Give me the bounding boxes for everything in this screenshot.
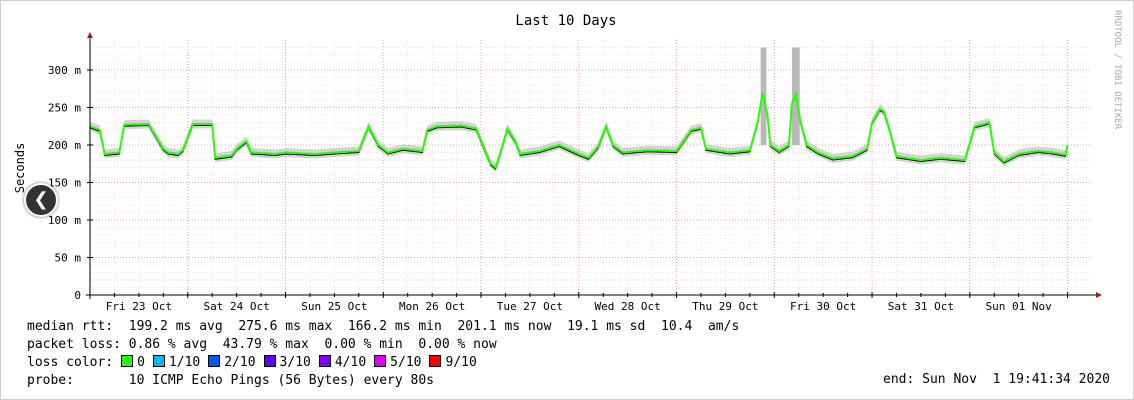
end-timestamp: end: Sun Nov 1 19:41:34 2020 <box>883 372 1110 387</box>
y-tick-label: 50 m <box>55 252 82 265</box>
y-tick-label: 150 m <box>48 177 81 190</box>
loss-color-label: 4/10 <box>334 355 367 370</box>
chart-title: Last 10 Days <box>515 13 616 29</box>
x-tick-labels: Fri 23 Oct Sat 24 Oct Sun 25 Oct Mon 26 Oct… <box>106 300 1052 313</box>
y-tick-labels: 0 50 m 100 m 150 m 200 m 250 m 300 m <box>48 64 81 302</box>
loss-max: 43.79 % max <box>222 337 309 352</box>
side-credit: RRDTOOL / TOBI OETIKER <box>1112 10 1122 130</box>
loss-color-label: 1/10 <box>168 355 201 370</box>
loss-color-swatch <box>429 355 442 367</box>
rtt-ams-unit: am/s <box>707 319 740 334</box>
x-tick-label: Fri 30 Oct <box>790 300 856 313</box>
loss-color-label: 2/10 <box>224 355 256 370</box>
x-tick-label: Sun 25 Oct <box>301 300 367 313</box>
loss-color-label: 0 <box>137 355 145 370</box>
y-axis-label: Seconds <box>13 143 27 194</box>
rtt-sd: 19.1 ms sd <box>567 319 646 334</box>
legend-loss-row: packet loss: 0.86 % avg 43.79 % max 0.00… <box>27 336 497 353</box>
legend-loss-colors-row: loss color: 0 1/10 2/10 3/10 4/10 5/10 9/10 <box>27 354 477 371</box>
loss-color-swatch <box>208 355 221 367</box>
loss-color-swatch <box>263 355 276 367</box>
x-tick-label: Sat 31 Oct <box>888 300 954 313</box>
rtt-avg: 199.2 ms avg <box>128 319 223 334</box>
rtt-ams-value: 10.4 <box>661 319 693 334</box>
rtt-chart: Last 10 Days Seconds RRDTOOL / TOBI OETI… <box>13 10 1122 313</box>
loss-color-label: 5/10 <box>390 355 422 370</box>
x-tick-label: Mon 26 Oct <box>399 300 465 313</box>
y-tick-label: 0 <box>74 289 81 302</box>
x-tick-label: Wed 28 Oct <box>595 300 661 313</box>
rtt-now: 201.1 ms now <box>457 319 552 334</box>
back-arrow-button[interactable]: ❮ <box>24 183 58 217</box>
x-tick-label: Sun 01 Nov <box>986 300 1053 313</box>
legend-probe-label: probe: <box>27 373 74 388</box>
rtt-min: 166.2 ms min <box>347 319 442 334</box>
y-tick-label: 250 m <box>48 102 81 115</box>
legend-loss-label: packet loss: <box>27 337 121 352</box>
loss-color-swatches: 0 1/10 2/10 3/10 4/10 5/10 9/10 <box>113 355 477 370</box>
series-lines <box>89 90 1069 170</box>
loss-color-label: 3/10 <box>279 355 311 370</box>
loss-min: 0.00 % min <box>324 337 403 352</box>
loss-color-swatch <box>121 355 134 367</box>
legend-loss-color-label: loss color: <box>27 355 114 370</box>
loss-now: 0.00 % now <box>418 337 497 352</box>
legend-rtt-row: median rtt: 199.2 ms avg 275.6 ms max 16… <box>27 318 739 335</box>
x-tick-label: Sat 24 Oct <box>204 300 270 313</box>
x-tick-label: Thu 29 Oct <box>692 300 758 313</box>
x-axis-arrow <box>1096 292 1102 298</box>
x-tick-label: Fri 23 Oct <box>106 300 172 313</box>
y-tick-label: 300 m <box>48 64 81 77</box>
rtt-max: 275.6 ms max <box>238 319 333 334</box>
y-axis-arrow <box>87 32 93 38</box>
loss-color-label: 9/10 <box>445 355 477 370</box>
loss-color-swatch <box>318 355 331 367</box>
median-rtt-line <box>89 90 1069 170</box>
rtt-smoke-band <box>90 88 1068 172</box>
loss-color-swatch <box>152 355 165 367</box>
y-tick-label: 200 m <box>48 139 81 152</box>
axes <box>86 32 1102 299</box>
probe-text: 10 ICMP Echo Pings (56 Bytes) every 80s <box>128 373 435 388</box>
loss-avg: 0.86 % avg <box>128 337 208 352</box>
y-tick-label: 100 m <box>48 214 81 227</box>
grid <box>90 40 1092 295</box>
legend-rtt-label: median rtt: <box>27 319 114 334</box>
loss-color-swatch <box>374 355 387 367</box>
legend-probe-row: probe: 10 ICMP Echo Pings (56 Bytes) eve… <box>27 372 434 389</box>
x-tick-label: Tue 27 Oct <box>497 300 563 313</box>
chevron-left-icon: ❮ <box>33 189 49 210</box>
